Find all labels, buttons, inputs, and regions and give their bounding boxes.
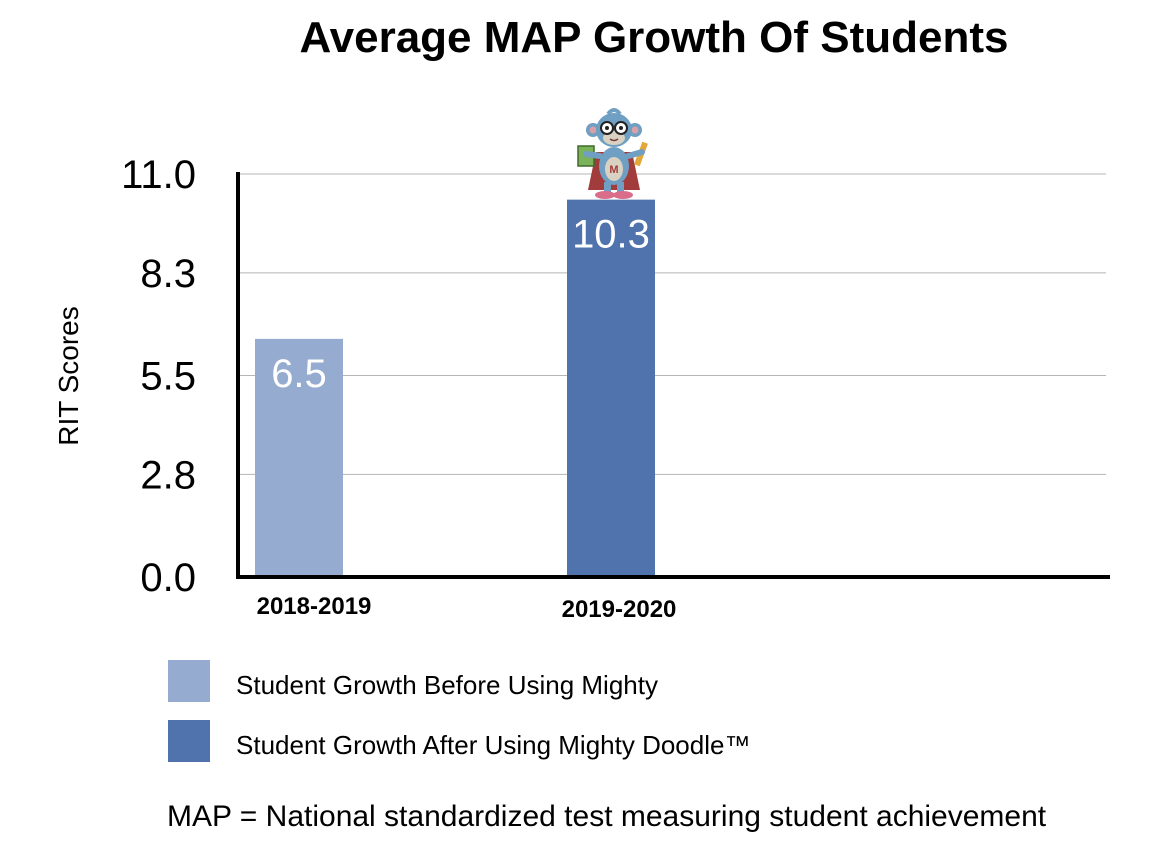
bar-2018-2019 [255,338,343,577]
legend-item-after: Student Growth After Using Mighty Doodle… [168,720,868,762]
bars: 6.5 10.3 [255,199,655,578]
footnote: MAP = National standardized test measuri… [167,800,1047,833]
bar-value-label: 6.5 [271,352,327,396]
legend-label-before: Student Growth Before Using Mighty [236,670,658,700]
y-axis-label: RIT Scores [53,306,84,446]
bar-2019-2020 [567,199,655,578]
legend-swatch-after [168,720,210,762]
legend-item-before: Student Growth Before Using Mighty [168,660,868,702]
x-axis-ticks: 2018-2019 2019-2020 [257,593,677,623]
mascot-badge-letter: M [609,164,618,176]
bar-value-label: 10.3 [572,213,650,257]
legend-swatch-before [168,660,210,702]
chart-title: Average MAP Growth Of Students [300,13,1009,62]
y-tick-label: 8.3 [140,252,196,296]
x-tick-label: 2018-2019 [257,593,372,620]
y-axis-ticks: 0.0 2.8 5.5 8.3 11.0 [121,153,196,600]
y-tick-label: 2.8 [140,453,196,497]
gridlines [238,173,1106,475]
y-tick-label: 0.0 [140,556,196,600]
y-tick-label: 5.5 [140,355,196,399]
x-tick-label: 2019-2020 [562,596,677,623]
y-tick-label: 11.0 [121,153,196,197]
legend-label-after: Student Growth After Using Mighty Doodle… [236,730,751,760]
monkey-mascot-icon: M [577,108,648,199]
